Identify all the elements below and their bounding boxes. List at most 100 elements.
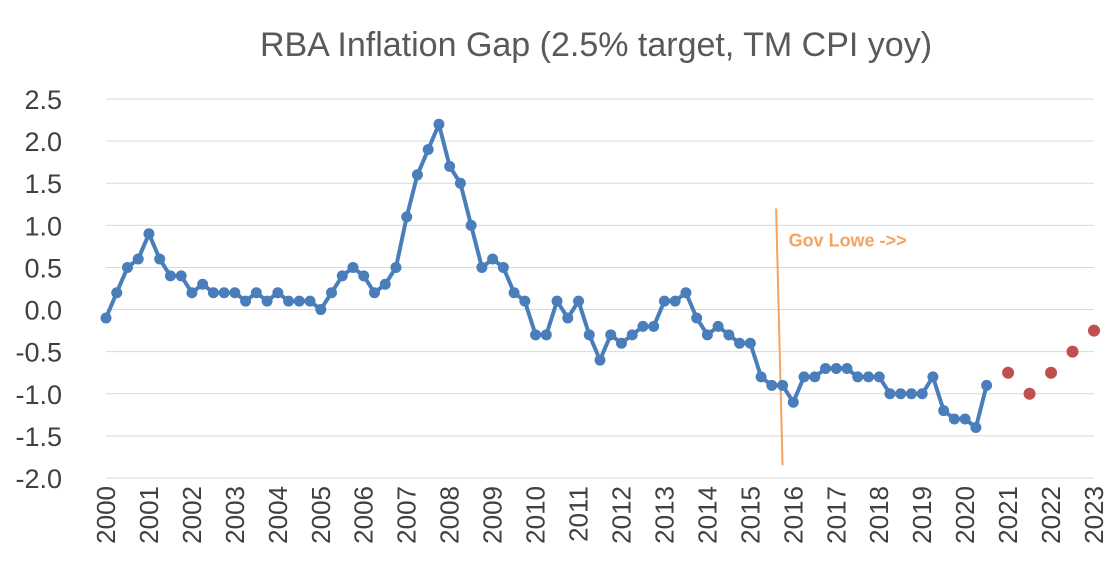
x-tick-label: 2002 xyxy=(177,486,207,544)
y-tick-label: -1.5 xyxy=(15,422,62,452)
data-point-actual xyxy=(422,144,434,156)
data-point-actual xyxy=(444,160,456,172)
data-point-actual xyxy=(701,329,713,341)
y-tick-label: 0.5 xyxy=(24,253,62,283)
y-tick-label: 2.0 xyxy=(24,127,62,157)
data-point-actual xyxy=(723,329,735,341)
data-point-actual xyxy=(809,371,821,383)
data-point-actual xyxy=(411,169,423,181)
data-point-actual xyxy=(164,270,176,282)
data-point-forecast xyxy=(1023,387,1036,400)
data-point-actual xyxy=(476,261,488,273)
grid-layer xyxy=(106,98,1094,479)
data-point-actual xyxy=(787,396,799,408)
data-point-actual xyxy=(680,287,692,299)
x-tick-label: 2019 xyxy=(907,486,937,544)
data-point-actual xyxy=(712,320,724,332)
data-point-actual xyxy=(111,287,123,299)
data-point-actual xyxy=(487,253,499,265)
data-point-actual xyxy=(186,287,198,299)
data-point-actual xyxy=(293,295,305,307)
data-point-actual xyxy=(626,329,638,341)
data-point-forecast xyxy=(1002,366,1015,379)
data-point-actual xyxy=(540,329,552,341)
data-point-actual xyxy=(154,253,166,265)
data-point-actual xyxy=(777,379,789,391)
data-point-actual xyxy=(830,363,842,375)
data-point-actual xyxy=(250,287,262,299)
y-tick-label: 1.5 xyxy=(24,169,62,199)
x-tick-label: 2017 xyxy=(821,486,851,544)
data-point-actual xyxy=(433,118,445,130)
data-point-actual xyxy=(862,371,874,383)
x-tick-label: 2001 xyxy=(134,486,164,544)
data-point-forecast xyxy=(1066,345,1079,358)
data-point-actual xyxy=(454,177,466,189)
annotation-line xyxy=(775,208,784,466)
x-tick-label: 2014 xyxy=(692,486,722,544)
data-point-actual xyxy=(744,337,756,349)
data-point-forecast xyxy=(1088,324,1100,337)
data-point-actual xyxy=(508,287,520,299)
x-tick-label: 2003 xyxy=(220,486,250,544)
data-point-actual xyxy=(927,371,939,383)
data-point-actual xyxy=(637,320,649,332)
data-point-actual xyxy=(315,304,327,316)
data-point-actual xyxy=(573,295,585,307)
data-point-actual xyxy=(905,388,917,400)
x-tick-label: 2007 xyxy=(392,486,422,544)
data-point-forecast xyxy=(1045,366,1058,379)
data-point-actual xyxy=(873,371,885,383)
y-tick-label: -1.0 xyxy=(15,380,62,410)
data-point-actual xyxy=(766,379,778,391)
y-tick-label: -2.0 xyxy=(15,464,62,494)
data-point-actual xyxy=(207,287,219,299)
x-tick-label: 2015 xyxy=(735,486,765,544)
data-point-actual xyxy=(583,329,595,341)
x-tick-label: 2022 xyxy=(1036,486,1066,544)
data-point-actual xyxy=(755,371,767,383)
y-tick-label: 0.0 xyxy=(24,296,62,326)
data-point-actual xyxy=(304,295,316,307)
data-point-actual xyxy=(734,337,746,349)
data-point-actual xyxy=(669,295,681,307)
data-point-actual xyxy=(981,379,993,391)
data-point-actual xyxy=(240,295,252,307)
data-point-actual xyxy=(530,329,542,341)
data-point-actual xyxy=(336,270,348,282)
x-tick-label: 2006 xyxy=(349,486,379,544)
x-axis-ticks: 2000 2001 2002 2003 2004 2005 2006 2007 2008 2009… xyxy=(91,486,1109,544)
data-point-actual xyxy=(143,228,155,240)
x-tick-label: 2023 xyxy=(1079,486,1109,544)
chart-title: RBA Inflation Gap (2.5% target, TM CPI y… xyxy=(260,26,932,64)
x-tick-label: 2009 xyxy=(478,486,508,544)
series-layer xyxy=(100,118,1100,433)
annotation-layer: Gov Lowe ->> xyxy=(775,208,907,466)
annotation-label: Gov Lowe ->> xyxy=(789,230,907,250)
data-point-actual xyxy=(551,295,563,307)
data-point-actual xyxy=(895,388,907,400)
y-tick-label: 2.5 xyxy=(24,85,62,115)
data-point-actual xyxy=(519,295,531,307)
data-point-actual xyxy=(261,295,273,307)
x-tick-label: 2008 xyxy=(435,486,465,544)
x-tick-label: 2012 xyxy=(606,486,636,544)
x-tick-label: 2021 xyxy=(993,486,1023,544)
x-tick-label: 2004 xyxy=(263,486,293,544)
data-point-actual xyxy=(218,287,230,299)
data-point-actual xyxy=(390,261,402,273)
data-point-actual xyxy=(465,219,477,231)
y-tick-label: 1.0 xyxy=(24,211,62,241)
series-line-actual xyxy=(104,122,989,430)
data-point-actual xyxy=(820,363,832,375)
data-point-actual xyxy=(175,270,187,282)
data-point-actual xyxy=(615,337,627,349)
data-point-actual xyxy=(562,312,574,324)
data-point-actual xyxy=(970,421,982,433)
data-point-actual xyxy=(938,405,950,417)
data-point-actual xyxy=(884,388,896,400)
data-point-actual xyxy=(841,363,853,375)
x-tick-label: 2010 xyxy=(521,486,551,544)
data-point-actual xyxy=(648,320,660,332)
